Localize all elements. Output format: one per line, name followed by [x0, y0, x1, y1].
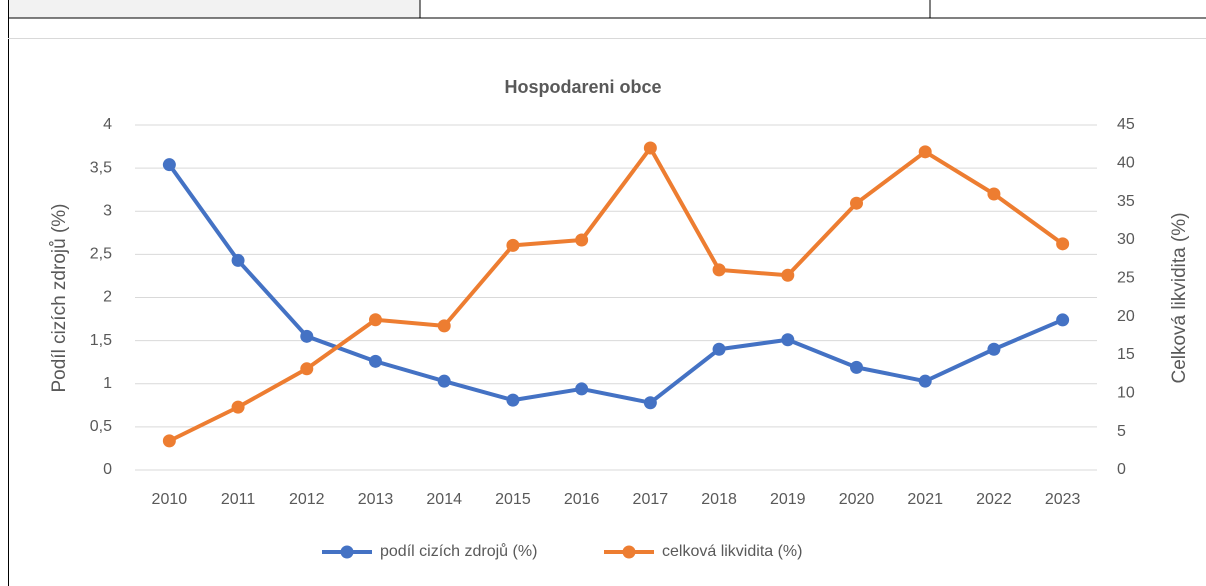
data-point [506, 238, 520, 252]
data-point [369, 354, 382, 368]
data-point [1056, 237, 1070, 251]
y2-tick-label: 5 [1117, 423, 1126, 440]
series-line [167, 163, 1064, 405]
series-line [168, 146, 1064, 443]
data-point [781, 268, 795, 282]
x-tick-label: 2018 [701, 491, 737, 508]
legend-marker [340, 545, 354, 559]
data-point [918, 145, 932, 159]
data-point [712, 263, 726, 277]
y2-tick-label: 35 [1117, 193, 1135, 210]
y-tick-label: 2,5 [90, 246, 112, 263]
y2-tick-label: 25 [1117, 270, 1135, 287]
x-tick-label: 2020 [839, 491, 875, 508]
data-point [712, 342, 726, 356]
data-point [506, 393, 520, 407]
y2-tick-label: 20 [1117, 308, 1135, 325]
data-point [162, 434, 176, 448]
data-point [300, 329, 314, 343]
data-point [918, 374, 932, 388]
x-tick-label: 2010 [152, 491, 188, 508]
y-tick-label: 2 [103, 289, 112, 306]
y-tick-label: 0 [103, 461, 112, 478]
y2-tick-label: 30 [1117, 231, 1135, 248]
x-tick-label: 2019 [770, 491, 806, 508]
data-point [437, 319, 451, 333]
y2-tick-label: 40 [1117, 155, 1135, 172]
legend-marker [622, 545, 636, 559]
legend-label: celková likvidita (%) [662, 543, 802, 560]
x-tick-label: 2012 [289, 491, 325, 508]
data-point [437, 374, 451, 388]
y2-tick-label: 0 [1117, 461, 1126, 478]
y-tick-label: 4 [103, 116, 112, 133]
chart-title: Hospodareni obce [504, 77, 661, 97]
x-tick-label: 2013 [358, 491, 394, 508]
x-tick-label: 2021 [907, 491, 943, 508]
data-point [369, 313, 382, 327]
y-axis-title: Podíl cizích zdrojů (%) [49, 203, 70, 392]
data-point [643, 141, 657, 155]
table-cell [8, 0, 420, 18]
x-tick-label: 2016 [564, 491, 600, 508]
data-point [300, 362, 314, 376]
y2-tick-label: 15 [1117, 346, 1135, 363]
data-point [575, 382, 589, 396]
x-tick-label: 2023 [1045, 491, 1081, 508]
data-point [987, 187, 1001, 201]
data-point [231, 400, 245, 414]
x-tick-label: 2015 [495, 491, 531, 508]
y-tick-label: 3 [103, 202, 112, 219]
y-tick-label: 3,5 [90, 159, 112, 176]
y-tick-label: 1 [103, 375, 112, 392]
x-tick-label: 2011 [221, 491, 256, 508]
data-point [162, 158, 176, 172]
data-point [1056, 313, 1070, 327]
y2-tick-label: 10 [1117, 385, 1135, 402]
y2-axis-title: Celková likvidita (%) [1169, 212, 1190, 383]
y-tick-label: 1,5 [90, 332, 112, 349]
data-point [850, 360, 863, 374]
y2-tick-label: 45 [1117, 116, 1135, 133]
x-tick-label: 2022 [976, 491, 1012, 508]
data-point [575, 233, 589, 247]
legend-label: podíl cizích zdrojů (%) [380, 542, 537, 560]
data-point [231, 253, 245, 267]
data-point [781, 333, 795, 347]
y-tick-label: 0,5 [90, 418, 112, 435]
data-point [643, 396, 657, 410]
x-tick-label: 2014 [426, 491, 462, 508]
data-point [850, 196, 863, 210]
x-tick-label: 2017 [633, 491, 669, 508]
data-point [987, 342, 1001, 356]
